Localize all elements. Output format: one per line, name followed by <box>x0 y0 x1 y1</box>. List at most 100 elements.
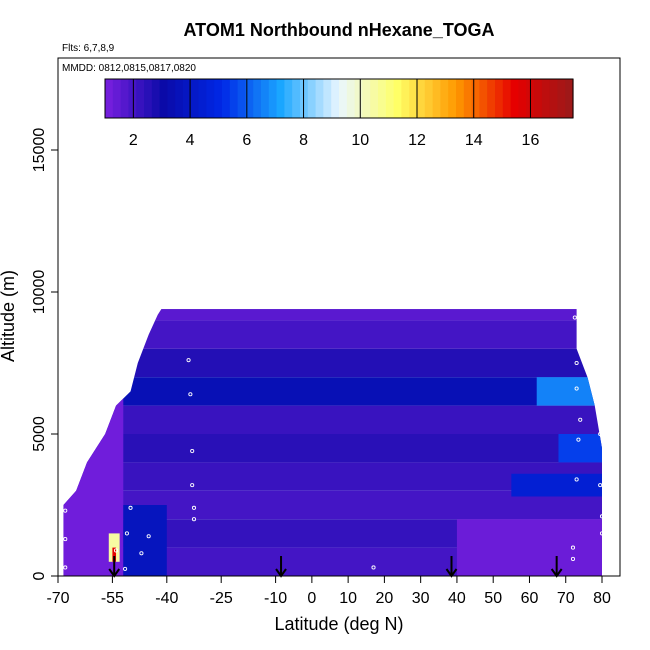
colorbar-swatch <box>378 79 387 118</box>
colorbar-swatch <box>417 79 426 118</box>
heat-cell <box>558 434 602 463</box>
sample-point <box>63 508 68 513</box>
sample-point <box>574 386 579 391</box>
colorbar-swatch <box>261 79 270 118</box>
sample-point <box>146 534 151 539</box>
colorbar: 2 4 6 8 10 12 14 16 <box>104 78 574 149</box>
colorbar-swatch <box>198 79 207 118</box>
colorbar-swatch <box>518 79 527 118</box>
sample-point <box>191 517 197 522</box>
colorbar-swatch <box>190 79 200 118</box>
sample-point <box>574 477 579 482</box>
colorbar-swatch <box>440 79 449 118</box>
sample-point <box>124 531 129 536</box>
dates-subtitle: MMDD: 0812,0815,0817,0820 <box>62 63 196 74</box>
colorbar-swatch <box>401 79 410 118</box>
flights-subtitle: Flts: 6,7,8,9 <box>62 43 115 54</box>
x-axis-label: Latitude (deg N) <box>274 614 403 634</box>
sample-point <box>63 565 68 570</box>
colorbar-swatch <box>229 79 239 118</box>
colorbar-swatch <box>276 79 285 118</box>
sample-point <box>113 548 119 553</box>
colorbar-swatch <box>346 79 356 118</box>
colorbar-swatch <box>495 79 504 118</box>
colorbar-swatch <box>222 79 231 118</box>
x-tick-label: -70 <box>46 590 69 607</box>
colorbar-swatch <box>362 79 371 118</box>
sample-point <box>190 448 195 454</box>
colorbar-swatch <box>159 79 168 118</box>
colorbar-swatch <box>339 79 348 118</box>
colorbar-swatch <box>183 79 192 118</box>
heat-band <box>63 377 602 406</box>
sample-point <box>599 531 605 536</box>
colorbar-swatch <box>323 79 332 118</box>
y-tick-label: 0 <box>31 571 48 580</box>
heat-band <box>63 405 602 434</box>
colorbar-swatch <box>565 79 574 118</box>
axes-layer: -70 -55 -40 -25 -10 0 10 20 30 40 50 60 70 80 0 5000 100… <box>31 128 611 607</box>
colorbar-swatch <box>448 79 457 118</box>
colorbar-swatch <box>479 79 488 118</box>
colorbar-tick-label: 4 <box>186 132 195 149</box>
colorbar-swatch <box>432 79 441 118</box>
colorbar-swatch <box>331 79 340 118</box>
colorbar-swatch <box>300 79 309 118</box>
colorbar-swatch <box>502 79 512 118</box>
x-tick-label: -10 <box>264 590 287 607</box>
x-tick-label: 30 <box>412 590 430 607</box>
sample-point <box>63 537 68 542</box>
heat-band <box>63 348 602 378</box>
x-tick-label: -40 <box>155 590 178 607</box>
heat-band <box>63 309 602 321</box>
colorbar-tick-label: 14 <box>465 132 483 149</box>
x-tick-label: 50 <box>484 590 502 607</box>
sample-point <box>598 431 603 437</box>
sample-point <box>123 566 128 571</box>
colorbar-swatch <box>128 79 137 118</box>
heat-cell <box>536 377 602 406</box>
colorbar-swatch <box>424 79 434 118</box>
colorbar-swatch <box>112 79 122 118</box>
colorbar-swatch <box>541 79 551 118</box>
sample-point <box>190 483 195 488</box>
sample-point <box>570 556 576 562</box>
sample-point <box>576 437 581 442</box>
colorbar-swatch <box>237 79 246 118</box>
sample-point <box>572 315 577 320</box>
colorbar-swatch <box>268 79 278 118</box>
colorbar-swatch <box>354 79 363 118</box>
colorbar-tick-label: 2 <box>129 132 138 149</box>
colorbar-swatch <box>534 79 543 118</box>
colorbar-swatch <box>487 79 496 118</box>
y-tick-label: 15000 <box>31 128 48 173</box>
y-tick-label: 10000 <box>31 270 48 315</box>
sample-points-layer <box>63 301 605 571</box>
colorbar-swatch <box>370 79 379 118</box>
colorbar-frame <box>104 78 574 119</box>
chart-title: ATOM1 Northbound nHexane_TOGA <box>183 20 494 40</box>
colorbar-swatch <box>315 79 324 118</box>
y-tick-label: 5000 <box>31 416 48 452</box>
x-tick-label: 80 <box>593 590 611 607</box>
colorbar-swatch <box>167 79 176 118</box>
sample-point <box>596 400 601 405</box>
x-tick-label: 0 <box>307 590 316 607</box>
x-tick-label: -55 <box>101 590 124 607</box>
colorbar-swatch <box>463 79 473 118</box>
sample-point <box>188 392 193 397</box>
colorbar-tick-label: 8 <box>299 132 308 149</box>
colorbar-swatch <box>144 79 153 118</box>
colorbar-swatch <box>292 79 301 118</box>
heat-cell <box>511 473 602 497</box>
colorbar-swatch <box>151 79 161 118</box>
colorbar-swatch <box>206 79 215 118</box>
heat-cell <box>123 505 167 576</box>
colorbar-swatch <box>393 79 402 118</box>
heatmap-layer <box>63 292 602 576</box>
sample-point <box>191 505 197 510</box>
colorbar-swatch <box>471 79 480 118</box>
x-tick-label: 40 <box>448 590 466 607</box>
heat-cell <box>112 547 117 562</box>
